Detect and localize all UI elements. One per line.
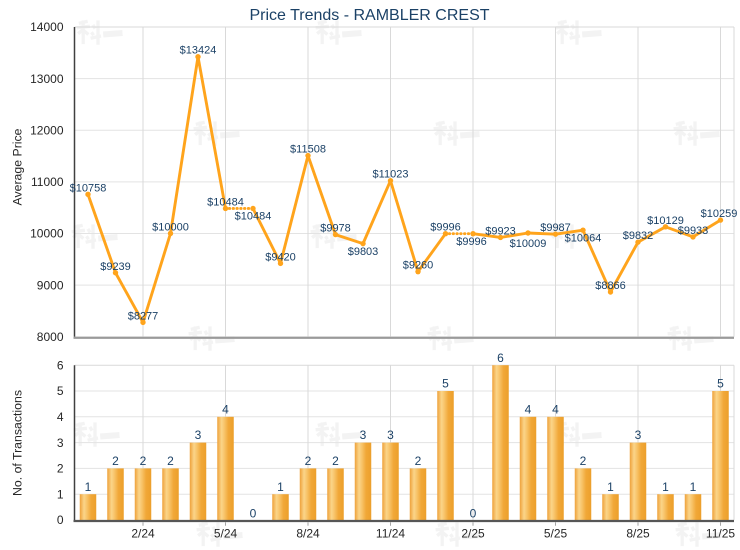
svg-text:10000: 10000 [30,227,64,241]
svg-text:8000: 8000 [37,330,64,344]
svg-text:2: 2 [57,462,64,476]
svg-text:0: 0 [250,507,257,521]
svg-text:No. of Transactions: No. of Transactions [11,390,25,496]
svg-text:$10259: $10259 [701,208,738,220]
svg-text:8/25: 8/25 [626,527,650,541]
svg-text:1: 1 [277,480,284,494]
svg-text:$13424: $13424 [180,45,217,57]
svg-text:$9923: $9923 [485,225,516,237]
svg-text:$9420: $9420 [265,251,296,263]
svg-text:0: 0 [57,513,64,527]
svg-text:11/24: 11/24 [376,527,405,541]
svg-text:6: 6 [497,351,504,365]
svg-text:2: 2 [112,454,119,468]
svg-text:4: 4 [222,402,229,416]
svg-text:$10064: $10064 [565,232,602,244]
svg-text:$9832: $9832 [623,230,654,242]
svg-text:11000: 11000 [31,175,64,189]
svg-text:8/24: 8/24 [296,527,320,541]
svg-text:$10484: $10484 [235,211,272,223]
svg-text:$9987: $9987 [540,222,571,234]
svg-text:5: 5 [442,377,449,391]
svg-text:2: 2 [167,454,174,468]
svg-text:2: 2 [332,454,339,468]
svg-text:0: 0 [470,507,477,521]
svg-text:3: 3 [195,428,202,442]
svg-text:$10129: $10129 [647,215,684,227]
svg-text:5: 5 [717,377,724,391]
svg-text:2: 2 [140,454,147,468]
svg-text:3: 3 [360,428,367,442]
svg-text:$11023: $11023 [373,169,409,181]
svg-text:2: 2 [580,454,587,468]
svg-text:$10758: $10758 [70,182,107,194]
svg-text:4: 4 [552,402,559,416]
svg-text:9000: 9000 [37,278,64,292]
svg-text:11/25: 11/25 [706,527,735,541]
svg-text:Price Trends - RAMBLER CREST: Price Trends - RAMBLER CREST [249,7,489,24]
svg-text:6: 6 [57,358,64,372]
svg-text:$9996: $9996 [456,236,487,248]
svg-text:3: 3 [387,428,394,442]
svg-text:1: 1 [85,480,92,494]
svg-text:1: 1 [57,487,64,501]
svg-text:2: 2 [305,454,312,468]
svg-text:$9260: $9260 [403,260,434,272]
svg-text:13000: 13000 [30,72,64,86]
svg-text:5/25: 5/25 [544,527,568,541]
svg-text:$9239: $9239 [100,261,131,273]
svg-text:$8277: $8277 [128,310,159,322]
svg-text:$8866: $8866 [595,280,626,292]
svg-text:5: 5 [57,384,64,398]
svg-text:$9978: $9978 [320,223,351,235]
svg-text:1: 1 [690,480,697,494]
svg-text:$10484: $10484 [207,196,244,208]
svg-text:$9996: $9996 [430,222,461,234]
svg-text:3: 3 [635,428,642,442]
svg-text:1: 1 [662,480,669,494]
svg-text:1: 1 [607,480,614,494]
svg-text:Average Price: Average Price [11,128,25,205]
svg-text:$9933: $9933 [678,225,709,237]
svg-text:12000: 12000 [30,123,64,137]
svg-text:2/24: 2/24 [131,527,155,541]
svg-text:$11508: $11508 [290,144,326,156]
svg-text:14000: 14000 [30,20,64,34]
svg-text:5/24: 5/24 [214,527,238,541]
svg-text:4: 4 [57,410,64,424]
svg-text:2/25: 2/25 [461,527,485,541]
svg-text:$10000: $10000 [152,221,189,233]
svg-text:4: 4 [525,402,532,416]
svg-text:2: 2 [415,454,422,468]
svg-text:$9803: $9803 [348,246,379,258]
svg-text:$10009: $10009 [510,238,547,250]
svg-text:3: 3 [57,436,64,450]
